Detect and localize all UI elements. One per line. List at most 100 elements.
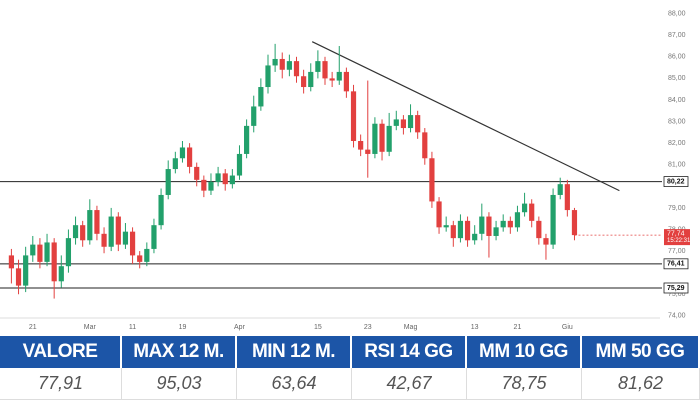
candle-body bbox=[179, 147, 186, 159]
candle-body bbox=[293, 61, 300, 77]
candle-body bbox=[272, 58, 278, 66]
stats-table: VALORE MAX 12 M. MIN 12 M. RSI 14 GG MM 10 G… bbox=[0, 336, 700, 400]
candle-body bbox=[244, 125, 250, 154]
candle-body bbox=[365, 149, 371, 154]
candle-body bbox=[137, 255, 143, 262]
candle-body bbox=[65, 238, 72, 267]
candle-body bbox=[514, 212, 521, 228]
x-tick-label: Mag bbox=[404, 324, 418, 331]
candle-body bbox=[37, 244, 43, 262]
table-value: 42,67 bbox=[352, 368, 467, 400]
candle-body bbox=[536, 220, 542, 239]
x-tick-label: Apr bbox=[234, 324, 246, 331]
candle-body bbox=[301, 76, 307, 88]
candle-body bbox=[557, 184, 563, 195]
candle-body bbox=[493, 227, 499, 236]
level-label: 76,41 bbox=[667, 261, 685, 268]
table-value: 78,75 bbox=[467, 368, 582, 400]
candle-body bbox=[101, 233, 107, 247]
candle-body bbox=[564, 184, 570, 211]
candle-body bbox=[358, 140, 364, 150]
x-tick-label: 19 bbox=[179, 324, 187, 331]
table-header: MM 10 GG bbox=[467, 336, 582, 368]
candle-body bbox=[236, 153, 243, 176]
candle-body bbox=[336, 71, 342, 81]
last-price-time: 15:22:31 bbox=[667, 238, 691, 244]
candle-body bbox=[208, 182, 214, 191]
candle-body bbox=[144, 248, 150, 262]
candle-body bbox=[550, 194, 556, 245]
candle-body bbox=[379, 123, 385, 152]
candle-body bbox=[529, 203, 535, 221]
x-tick-label: 15 bbox=[314, 324, 322, 331]
candle-body bbox=[251, 106, 257, 126]
level-tag bbox=[663, 176, 689, 187]
x-tick-label: Giu bbox=[562, 324, 573, 331]
table-value: 63,64 bbox=[237, 368, 352, 400]
candle-body bbox=[407, 115, 414, 129]
y-tick-label: 75,00 bbox=[668, 291, 686, 298]
x-tick-label: 21 bbox=[514, 324, 522, 331]
candle-body bbox=[158, 194, 164, 226]
candle-body bbox=[129, 231, 136, 256]
candle-body bbox=[400, 119, 407, 129]
candle-body bbox=[87, 210, 93, 241]
candle-body bbox=[429, 158, 435, 202]
candle-body bbox=[8, 255, 15, 269]
candle-body bbox=[151, 225, 157, 249]
candle-body bbox=[122, 231, 129, 245]
table-value: 77,91 bbox=[0, 368, 122, 400]
candle-body bbox=[265, 65, 271, 88]
table-value: 95,03 bbox=[122, 368, 237, 400]
x-tick-label: 13 bbox=[471, 324, 479, 331]
candle-body bbox=[443, 225, 449, 228]
level-tag bbox=[663, 282, 689, 294]
x-tick-label: 11 bbox=[129, 324, 136, 331]
x-tick-label: 23 bbox=[364, 324, 372, 331]
candle-body bbox=[450, 225, 456, 239]
candle-body bbox=[308, 71, 314, 88]
candle-body bbox=[372, 123, 378, 154]
candle-body bbox=[571, 210, 578, 236]
candle-body bbox=[94, 210, 100, 234]
candle-body bbox=[108, 216, 114, 247]
candle-body bbox=[436, 201, 442, 228]
candle-body bbox=[44, 242, 50, 262]
candle-body bbox=[486, 216, 492, 236]
candle-body bbox=[222, 173, 228, 185]
candle-body bbox=[115, 216, 121, 245]
candle-body bbox=[507, 220, 513, 228]
candle-body bbox=[322, 61, 328, 79]
table-header: MIN 12 M. bbox=[237, 336, 352, 368]
candle-body bbox=[521, 203, 528, 213]
level-tag bbox=[663, 258, 689, 270]
y-tick-label: 86,00 bbox=[668, 54, 686, 61]
candle-body bbox=[457, 220, 464, 239]
table-header: MAX 12 M. bbox=[122, 336, 237, 368]
x-tick-label: 21 bbox=[29, 324, 37, 331]
candle-body bbox=[415, 115, 421, 133]
candle-body bbox=[23, 255, 29, 286]
candle-body bbox=[386, 125, 392, 152]
candle-body bbox=[58, 266, 64, 282]
candle-body bbox=[543, 238, 549, 245]
y-tick-label: 84,00 bbox=[668, 97, 686, 104]
candle-body bbox=[286, 61, 292, 70]
y-tick-label: 79,00 bbox=[668, 205, 686, 212]
candle-body bbox=[172, 158, 178, 170]
x-tick-label: Mar bbox=[84, 324, 97, 331]
level-label: 75,29 bbox=[667, 285, 685, 292]
y-tick-label: 85,00 bbox=[668, 75, 686, 82]
candle-body bbox=[258, 87, 264, 107]
candle-body bbox=[72, 225, 79, 239]
last-price-tag bbox=[664, 229, 690, 246]
candle-body bbox=[464, 220, 471, 241]
candle-body bbox=[201, 179, 207, 191]
candle-body bbox=[80, 225, 86, 241]
candle-body bbox=[350, 91, 357, 141]
candle-body bbox=[329, 78, 335, 81]
last-price-label: 77,74 bbox=[667, 230, 685, 237]
y-tick-label: 88,00 bbox=[668, 10, 686, 17]
y-tick-label: 82,00 bbox=[668, 140, 686, 147]
